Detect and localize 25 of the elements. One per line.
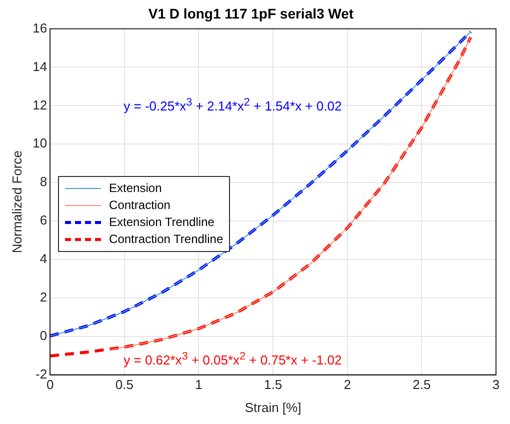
y-tick-label: 8	[40, 174, 48, 190]
legend-label: Extension	[109, 181, 162, 196]
y-axis-title: Normalized Force	[9, 150, 24, 254]
legend-label: Extension Trendline	[109, 215, 214, 230]
y-tick-label: 0	[40, 328, 48, 343]
y-tick-label: 4	[40, 251, 48, 266]
x-axis-title: Strain [%]	[244, 400, 302, 415]
y-tick-label: 10	[32, 136, 48, 151]
x-tick-label: 0.5	[115, 377, 134, 392]
y-tick-label: -2	[35, 366, 48, 382]
y-tick-label: 16	[32, 20, 48, 36]
annotation: y = -0.25*x$^{3}$ + 2.14*x$^{2}$ + 1.54*x + 0.02	[124, 96, 342, 114]
x-tick-label: 1.5	[264, 377, 282, 392]
x-tick-label: 2	[344, 377, 351, 392]
x-tick-label: 1	[195, 377, 202, 392]
annotation: y = 0.62*x$^{3}$ + 0.05*x$^{2}$ + 0.75*x + -1.02	[124, 350, 342, 368]
x-tick-label: 2.5	[412, 377, 431, 392]
y-tick-label: 12	[32, 97, 48, 112]
legend-label: Contraction	[109, 198, 170, 212]
y-tick-label: 14	[32, 58, 48, 74]
legend-label: Contraction Trendline	[109, 232, 224, 246]
y-tick-label: 2	[40, 289, 48, 304]
y-tick-label: 6	[40, 212, 48, 228]
x-tick-label: 3	[492, 377, 500, 392]
chart-title: V1 D long1 117 1pF serial3 Wet	[148, 5, 354, 22]
